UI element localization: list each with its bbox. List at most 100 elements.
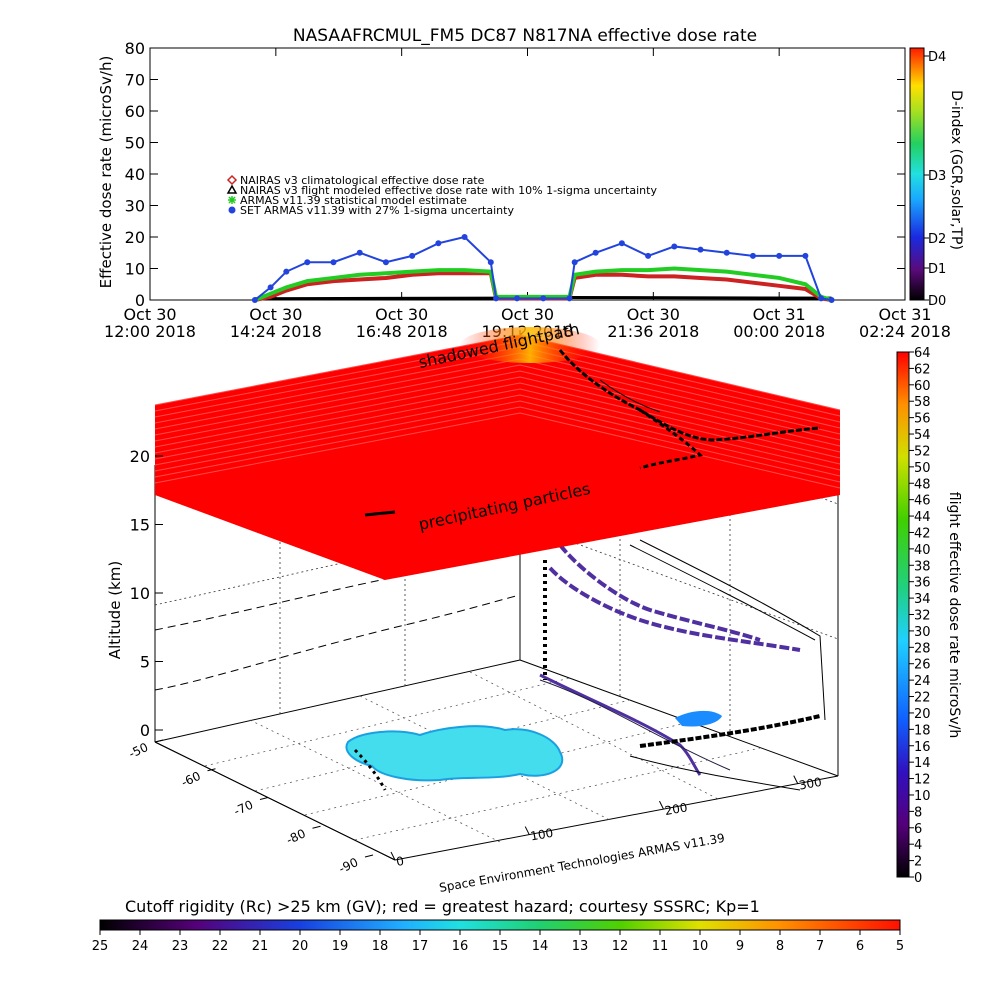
series-point [540,295,547,302]
rc-tick-label: 15 [492,939,509,954]
y-tick-label: 0 [135,291,145,310]
series-point [723,249,730,256]
alt-tick-label: 0 [140,721,150,740]
series-point [697,246,704,253]
f-tick-label: 6 [914,822,922,837]
flight-dose-ticks: 0246810121416182022242628303234363840424… [909,346,931,886]
rc-tick-label: 14 [532,939,549,954]
y-tick-label: 70 [125,71,145,90]
legend-marker [228,196,236,204]
f-tick-label: 0 [914,871,922,886]
f-tick-label: 16 [914,740,931,755]
x-tick-time: 14:24 2018 [230,322,322,341]
d-index-colorbar [909,47,925,301]
altitude-axis-label: Altitude (km) [106,561,124,659]
lat-tick [312,825,321,829]
x-tick-time: 00:00 2018 [733,322,825,341]
rc-tick-label: 20 [292,939,309,954]
d-tick-label: D1 [928,262,946,277]
lat-tick-label: -80 [284,826,308,847]
f-tick-label: 10 [914,789,931,804]
x-tick-date: Oct 30 [123,305,176,324]
f-tick-label: 52 [914,444,931,459]
x-tick-date: Oct 30 [501,305,554,324]
alt-tick-label: 15 [130,516,150,535]
cutoff-rigidity-region [675,710,722,727]
f-tick-label: 26 [914,658,931,673]
rc-tick-label: 22 [212,939,229,954]
altitude-axis: 0 5 10 15 20 [130,447,163,740]
series-point [267,284,274,291]
y-tick-label: 40 [125,165,145,184]
d-tick-label: D2 [928,232,946,247]
series-point [828,297,835,303]
f-tick-label: 28 [914,641,931,656]
series-point [283,268,290,275]
rc-tick-label: 21 [252,939,269,954]
dose-y-axis: 0 10 20 30 40 50 60 70 80 [125,39,905,310]
f-tick-label: 20 [914,707,931,722]
series-point [251,297,258,303]
series-point [461,234,468,240]
slab-line [154,382,841,459]
slab-line [154,376,841,453]
flight-dose-colorbar [896,351,910,878]
rc-tick-label: 24 [132,939,149,954]
f-tick-label: 60 [914,379,931,394]
y-tick-label: 30 [125,197,145,216]
f-tick-label: 44 [914,510,931,525]
lon-tick-label: 0 [395,854,405,869]
series-line [254,266,833,302]
rc-tick-label: 9 [736,939,744,954]
series-point [818,295,825,302]
series-point [487,259,494,266]
x-tick-time: 21:36 2018 [607,322,699,341]
slab-line [154,412,841,489]
x-tick-time: 02:24 2018 [859,322,951,341]
longitude-ticks: 0 100 200 300 [390,775,823,869]
rc-ticks: 25 24 23 22 21 20 19 18 17 16 15 14 13 12 11 10 9 8 7 6 5 [92,930,904,954]
rc-colorbar-title: Cutoff rigidity (Rc) >25 km (GV); red = … [125,897,760,916]
f-tick-label: 22 [914,691,931,706]
legend-marker [226,174,238,186]
f-tick-label: 54 [914,428,931,443]
legend-label: ARMAS v11.39 statistical model estimate [240,194,467,207]
flight-path-group [154,539,826,791]
f-tick-label: 46 [914,494,931,509]
series-line [254,235,832,301]
series-point [514,295,521,302]
rc-tick-label: 12 [612,939,629,954]
f-tick-label: 42 [914,526,931,541]
f-tick-label: 2 [914,855,922,870]
rc-colorbar [99,919,901,931]
y-tick-label: 50 [125,134,145,153]
slab-line [154,364,841,441]
series-point [409,252,416,259]
d-tick-label: D0 [928,294,946,309]
rc-tick-label: 18 [372,939,389,954]
slab-line [154,370,841,447]
rc-tick-label: 11 [652,939,669,954]
y-tick-label: 60 [125,102,145,121]
lat-tick-label: -50 [127,740,151,761]
lon-tick [659,800,664,810]
legend-label: NAIRAS v3 flight modeled effective dose … [240,184,657,197]
series-point [776,252,783,259]
f-tick-label: 36 [914,576,931,591]
dose-series-group [251,234,835,303]
rc-tick-label: 25 [92,939,109,954]
x-tick-time: 16:48 2018 [356,322,448,341]
series-point [566,295,573,302]
lon-tick [524,826,530,835]
f-tick-label: 40 [914,543,931,558]
legend-label: SET ARMAS v11.39 with 27% 1-sigma uncert… [240,204,514,217]
chart-title: NASAAFRCMUL_FM5 DC87 N817NA effective do… [293,26,757,46]
series-point [571,259,578,266]
f-tick-label: 50 [914,461,931,476]
rc-tick-label: 13 [572,939,589,954]
f-tick-label: 12 [914,773,931,788]
slab-line [154,400,841,477]
f-tick-label: 64 [914,346,931,361]
hotspot [460,327,600,363]
